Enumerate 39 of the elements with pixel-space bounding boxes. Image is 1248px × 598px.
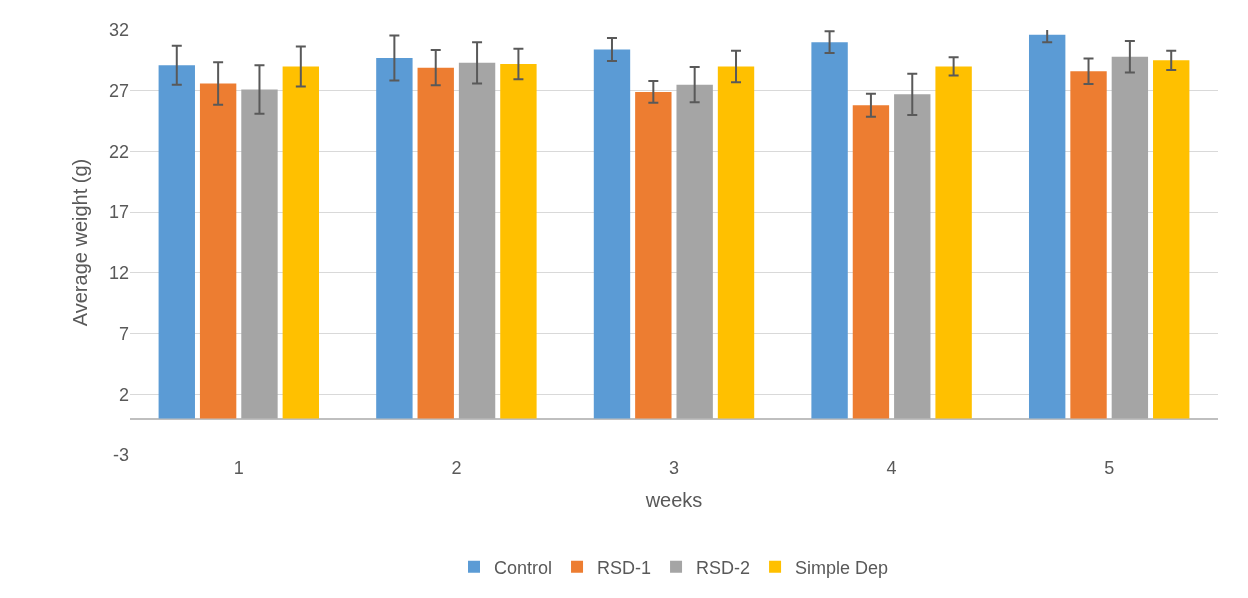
y-tick-label: 7 <box>118 323 129 344</box>
bar <box>1153 60 1190 419</box>
bar <box>935 66 972 419</box>
bar <box>417 67 454 419</box>
bar <box>376 57 413 419</box>
y-tick-label: 2 <box>118 384 129 405</box>
y-tick-label: 27 <box>108 81 129 102</box>
x-tick-label: 3 <box>668 458 680 478</box>
x-tick-label: 5 <box>1104 458 1115 478</box>
bar <box>593 49 631 419</box>
x-tick-label: 4 <box>886 458 897 478</box>
bar <box>811 42 848 419</box>
bar <box>676 84 713 419</box>
legend-label: Control <box>494 557 553 578</box>
x-tick-label: 1 <box>233 458 244 478</box>
x-tick-label: 2 <box>451 458 462 478</box>
bar <box>158 65 195 419</box>
bar <box>1111 56 1149 419</box>
bar <box>1028 34 1066 419</box>
bar <box>894 94 931 419</box>
y-tick-label: 17 <box>108 202 129 223</box>
y-tick-label: -3 <box>112 445 129 466</box>
legend-label: Simple Dep <box>795 557 889 578</box>
bar <box>241 89 278 419</box>
x-axis-title: weeks <box>644 488 703 511</box>
bar <box>635 91 672 419</box>
legend-label: RSD-1 <box>597 557 652 578</box>
bar <box>852 105 890 419</box>
bar <box>199 83 237 419</box>
bar <box>717 66 755 419</box>
bar <box>458 62 496 419</box>
y-tick-label: 22 <box>108 141 129 162</box>
bar <box>500 64 537 419</box>
legend-label: RSD-2 <box>696 557 751 578</box>
y-tick-label: 12 <box>108 263 129 284</box>
bar <box>282 66 320 419</box>
y-tick-label: 32 <box>108 20 129 41</box>
bar <box>1070 71 1107 419</box>
y-axis-title: Average weight (g) <box>69 158 92 327</box>
